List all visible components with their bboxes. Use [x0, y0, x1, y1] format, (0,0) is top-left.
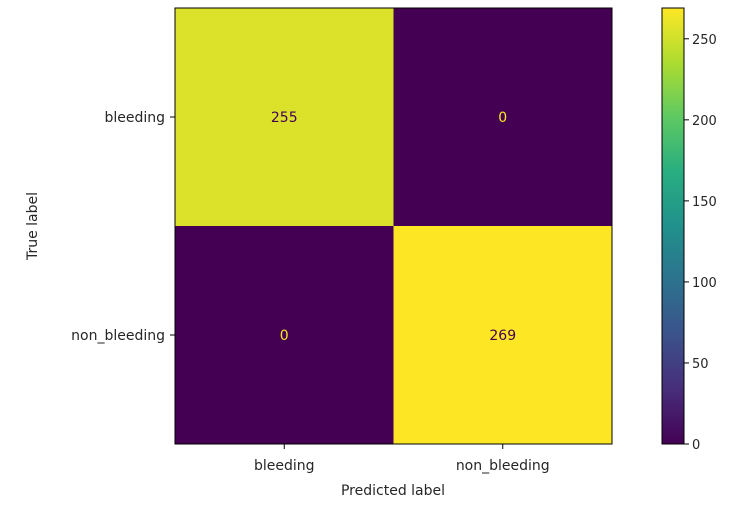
cell-value-label: 255	[271, 110, 298, 126]
heatmap-cells: 255 0 0 269	[175, 8, 612, 444]
x-tick-label: bleeding	[254, 458, 315, 474]
colorbar-ticks: 0 50 100 150 200 250	[684, 33, 717, 453]
y-axis-label: True label	[25, 192, 41, 261]
y-tick-label: bleeding	[104, 110, 165, 126]
cell-value-label: 0	[498, 110, 507, 126]
colorbar-tick-label: 100	[692, 276, 717, 291]
colorbar-tick-label: 50	[692, 357, 709, 372]
plot-frame	[174, 7, 613, 445]
colorbar-tick-label: 200	[692, 114, 717, 129]
colorbar-tick-label: 0	[692, 438, 700, 453]
heatmap-cell	[175, 226, 394, 444]
y-tick-label: non_bleeding	[71, 328, 165, 344]
cell-value-label: 269	[489, 328, 516, 344]
cell-value-label: 0	[280, 328, 289, 344]
x-axis-label: Predicted label	[341, 483, 445, 499]
colorbar-tick-label: 250	[692, 33, 717, 48]
y-axis-ticks: bleeding non_bleeding	[71, 110, 175, 344]
heatmap-cell	[393, 226, 612, 444]
colorbar	[661, 7, 685, 445]
heatmap-cell	[393, 8, 612, 226]
heatmap-cell	[175, 8, 394, 226]
x-axis-ticks: bleeding non_bleeding	[254, 444, 550, 474]
x-tick-label: non_bleeding	[456, 458, 550, 474]
colorbar-tick-label: 150	[692, 195, 717, 210]
